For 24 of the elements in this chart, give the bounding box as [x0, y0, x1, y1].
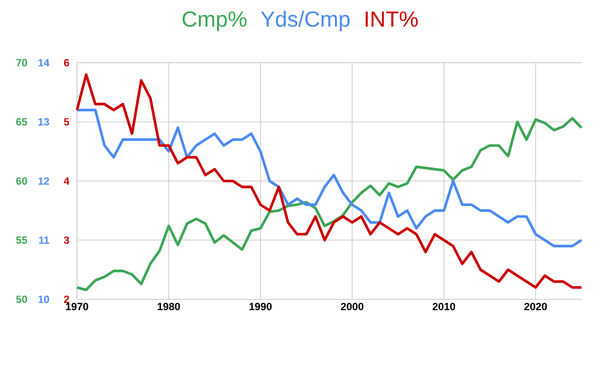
x-tick-label: 2010	[432, 302, 456, 310]
y2-tick-label: 12	[38, 177, 50, 185]
text: Yds/Cmp	[260, 10, 350, 32]
text: Cmp%	[182, 11, 246, 32]
y3-tick-label: 4	[64, 177, 70, 185]
y3-tick-label: 3	[64, 236, 70, 244]
y3-tick-label: 2	[64, 296, 70, 303]
x-tick-label: 1990	[249, 302, 272, 310]
y-tick-label: 65	[16, 118, 28, 126]
y-tick-label: 55	[16, 236, 28, 244]
x-tick-label: 2020	[524, 302, 547, 310]
y2-tick-label: 14	[38, 59, 50, 66]
text: INT%	[366, 11, 418, 27]
x-tick-label: 2000	[340, 302, 364, 310]
y3-tick-label: 5	[64, 118, 70, 126]
y-tick-label: 50	[16, 296, 28, 304]
y-tick-label: 60	[16, 177, 28, 185]
y2-tick-label: 11	[39, 236, 50, 244]
y2-tick-label: 10	[38, 296, 50, 304]
x-tick-label: 1970	[66, 302, 88, 310]
y2-tick-label: 13	[38, 118, 50, 126]
y-tick-label: 70	[16, 59, 28, 66]
x-tick-label: 1980	[158, 302, 180, 310]
y3-tick-label: 6	[64, 59, 70, 66]
